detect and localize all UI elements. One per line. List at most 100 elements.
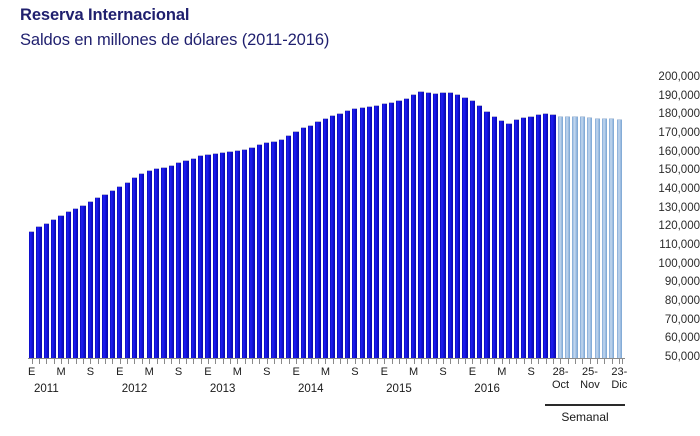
bar-slot <box>358 78 365 358</box>
bar-slot <box>557 78 564 358</box>
x-tick <box>557 358 564 364</box>
monthly-bar <box>183 160 189 358</box>
monthly-bar <box>506 122 512 358</box>
x-tick <box>94 358 101 364</box>
bar-slot <box>483 78 490 358</box>
monthly-bar <box>410 93 417 358</box>
x-tick <box>498 358 505 364</box>
bar-slot <box>388 78 395 358</box>
x-tick <box>182 358 189 364</box>
y-tick-label: 120,000 <box>658 220 700 233</box>
bar-slot <box>219 78 226 358</box>
monthly-bar <box>175 162 182 358</box>
monthly-bar <box>249 147 255 358</box>
x-tick <box>564 358 571 364</box>
x-weekly-date-label: 23- Dic <box>611 366 627 392</box>
bar-slot <box>351 78 358 358</box>
bar-slot <box>527 78 534 358</box>
x-tick <box>454 358 461 364</box>
x-tick <box>146 358 153 364</box>
x-month-label: E <box>204 366 212 378</box>
y-axis-labels: 200,000 190,000 180,000 170,000 160,000 150,0… <box>634 70 700 366</box>
monthly-bar <box>344 109 351 358</box>
monthly-bar <box>36 226 42 358</box>
bar-slot <box>285 78 292 358</box>
bar-slot <box>381 78 388 358</box>
bar-slot <box>395 78 402 358</box>
monthly-bar <box>359 106 365 358</box>
x-tick <box>175 358 182 364</box>
x-tick <box>212 358 219 364</box>
bar-slot <box>50 78 57 358</box>
semanal-group-label: Semanal <box>561 410 609 424</box>
x-tick <box>65 358 72 364</box>
x-tick <box>278 358 285 364</box>
monthly-bar <box>51 218 57 358</box>
bar-slot <box>241 78 248 358</box>
monthly-bar <box>352 107 358 358</box>
x-month-label: S <box>263 366 271 378</box>
bar-slot <box>168 78 175 358</box>
x-month-label: E <box>292 366 300 378</box>
bar-slot <box>307 78 314 358</box>
y-tick-label: 200,000 <box>658 71 700 83</box>
semanal-underline <box>545 404 625 406</box>
bar-slot <box>94 78 101 358</box>
bar-slot <box>138 78 145 358</box>
y-tick-label: 100,000 <box>658 257 700 270</box>
monthly-bar <box>153 167 160 358</box>
bar-slot <box>131 78 138 358</box>
bar-slot <box>417 78 424 358</box>
x-tick <box>43 358 50 364</box>
y-tick-label: 50,000 <box>664 351 700 363</box>
monthly-bar <box>139 173 145 358</box>
bar-slot <box>300 78 307 358</box>
bar-slot <box>153 78 160 358</box>
x-year-label: 2015 <box>386 383 412 395</box>
x-tick <box>549 358 556 364</box>
bar-slot <box>432 78 439 358</box>
x-tick <box>483 358 490 364</box>
monthly-bar <box>484 110 490 358</box>
x-tick <box>138 358 145 364</box>
bar-slot <box>403 78 410 358</box>
x-month-label: M <box>144 366 154 378</box>
bar-slot <box>601 78 608 358</box>
weekly-bar <box>565 116 571 358</box>
bar-slot <box>469 78 476 358</box>
x-tick <box>197 358 204 364</box>
monthly-bar <box>388 102 395 358</box>
y-tick-label: 110,000 <box>659 239 700 251</box>
x-month-label: E <box>380 366 388 378</box>
plot-area <box>28 78 623 358</box>
bar-slot <box>190 78 197 358</box>
x-tick <box>513 358 520 364</box>
monthly-bar <box>469 100 475 358</box>
bar-slot <box>314 78 321 358</box>
x-tick <box>153 358 160 364</box>
x-tick <box>123 358 130 364</box>
bar-slot <box>329 78 336 358</box>
x-tick <box>601 358 608 364</box>
monthly-bar <box>117 186 123 358</box>
y-tick-label: 80,000 <box>664 295 700 307</box>
bar-slot <box>344 78 351 358</box>
bar-slot <box>256 78 263 358</box>
bar-series-container <box>28 78 623 358</box>
bar-slot <box>425 78 432 358</box>
x-tick <box>579 358 586 364</box>
bar-slot <box>270 78 277 358</box>
x-tick <box>586 358 593 364</box>
bar-slot <box>87 78 94 358</box>
x-tick <box>248 358 255 364</box>
x-tick <box>314 358 321 364</box>
monthly-bar <box>432 92 439 358</box>
bar-slot <box>65 78 72 358</box>
bar-slot <box>454 78 461 358</box>
weekly-bar <box>609 118 615 358</box>
bar-slot <box>491 78 498 358</box>
x-tick <box>270 358 277 364</box>
monthly-bar <box>146 170 152 358</box>
bar-slot <box>182 78 189 358</box>
bar-slot <box>160 78 167 358</box>
